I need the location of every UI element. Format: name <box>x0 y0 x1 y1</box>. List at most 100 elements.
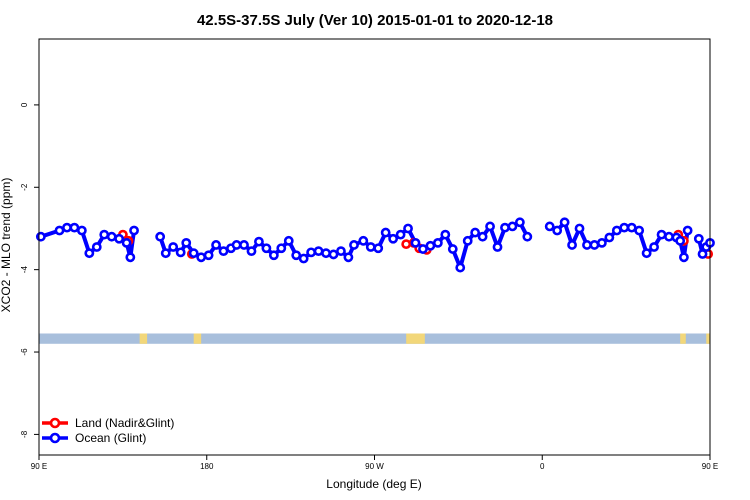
ocean-point <box>321 248 331 259</box>
ocean-point <box>291 250 302 261</box>
ocean-point <box>559 217 570 228</box>
ocean-point <box>69 222 80 233</box>
land-point <box>401 239 412 250</box>
ocean-point <box>477 231 488 242</box>
ocean-point <box>574 223 585 234</box>
ocean-point <box>589 240 600 250</box>
legend-label: Ocean (Glint) <box>75 431 146 445</box>
land-mask-segment <box>706 333 710 344</box>
ocean-point <box>261 243 272 254</box>
x-axis-label: Longitude (deg E) <box>326 477 421 491</box>
ocean-point <box>567 240 577 250</box>
ocean-point <box>455 262 466 273</box>
ocean-point <box>99 229 110 240</box>
ocean-point <box>552 225 563 236</box>
ocean-point <box>328 249 339 260</box>
ocean-point <box>84 248 95 259</box>
ocean-point <box>76 225 87 236</box>
x-tick-label: 180 <box>200 462 214 471</box>
ocean-point <box>380 227 391 238</box>
ocean-mask-band <box>39 333 710 344</box>
ocean-point <box>656 229 667 240</box>
ocean-point <box>697 249 708 259</box>
x-tick-label: 90 E <box>31 462 47 471</box>
ocean-point <box>35 231 46 242</box>
ocean-point <box>462 235 473 246</box>
land-mask-segment <box>680 333 686 344</box>
ocean-point <box>634 225 645 236</box>
ocean-point <box>522 231 533 242</box>
legend-marker <box>49 417 61 429</box>
ocean-point <box>440 229 451 240</box>
ocean-point <box>619 222 630 233</box>
y-tick-label: -2 <box>20 183 29 191</box>
x-tick-label: 90 E <box>702 462 718 471</box>
land-mask-strip <box>39 333 710 344</box>
ocean-point <box>514 217 525 228</box>
ocean-point <box>418 244 428 254</box>
ocean-point <box>432 237 443 248</box>
y-axis: 0 -2 -4 -6 -8 <box>20 102 39 438</box>
ocean-point <box>298 253 309 264</box>
ocean-point <box>125 252 136 263</box>
ocean-point <box>682 225 693 236</box>
ocean-point <box>203 250 214 261</box>
ocean-point <box>211 240 221 250</box>
ocean-point <box>246 246 257 257</box>
ocean-point <box>544 221 555 232</box>
ocean-point <box>54 225 65 236</box>
ocean-point <box>403 223 413 234</box>
ocean-point <box>358 235 369 246</box>
ocean-point <box>410 237 421 248</box>
ocean-point <box>175 247 186 258</box>
ocean-point <box>218 246 229 257</box>
ocean-point <box>679 252 689 263</box>
chart-title: 42.5S-37.5S July (Ver 10) 2015-01-01 to … <box>197 12 553 29</box>
ocean-point <box>664 231 674 242</box>
ocean-point <box>268 250 279 261</box>
legend-label: Land (Nadir&Glint) <box>75 416 174 430</box>
x-tick-label: 90 W <box>365 462 384 471</box>
series-layer <box>35 217 715 273</box>
ocean-point <box>196 252 207 263</box>
y-tick-label: -6 <box>20 348 29 356</box>
ocean-point <box>395 229 406 240</box>
land-mask-segment <box>139 333 148 344</box>
ocean-point <box>596 237 607 248</box>
ocean-point <box>188 248 199 259</box>
legend-marker <box>49 432 61 444</box>
ocean-point <box>641 248 652 259</box>
ocean-point <box>447 244 458 254</box>
ocean-point <box>649 242 659 252</box>
land-mask-segment <box>193 333 202 344</box>
ocean-point <box>485 221 495 232</box>
y-tick-label: -4 <box>20 266 29 274</box>
ocean-point <box>283 235 294 246</box>
ocean-point <box>500 222 510 233</box>
ocean-point <box>181 237 192 248</box>
ocean-point <box>492 242 503 252</box>
y-axis-label: XCO2 - MLO trend (ppm) <box>0 178 13 313</box>
x-axis: 90 E 180 90 W 0 90 E <box>31 455 718 471</box>
ocean-point <box>425 240 436 251</box>
ocean-point <box>507 221 518 232</box>
ocean-point <box>306 247 317 258</box>
ocean-point <box>313 246 324 257</box>
legend: Land (Nadir&Glint)Ocean (Glint) <box>42 416 174 445</box>
ocean-point <box>693 233 704 244</box>
ocean-point <box>168 242 179 252</box>
ocean-point <box>91 242 102 252</box>
ocean-point <box>114 233 125 244</box>
ocean-point <box>373 243 384 254</box>
ocean-point <box>106 231 117 242</box>
ocean-point <box>160 248 171 259</box>
ocean-point <box>349 240 359 250</box>
ocean-point <box>470 227 481 238</box>
land-mask-segment <box>406 333 425 344</box>
ocean-point <box>231 240 242 250</box>
ocean-point <box>675 235 686 246</box>
ocean-point <box>388 233 399 244</box>
ocean-point <box>611 225 622 236</box>
y-tick-label: -8 <box>20 430 29 438</box>
